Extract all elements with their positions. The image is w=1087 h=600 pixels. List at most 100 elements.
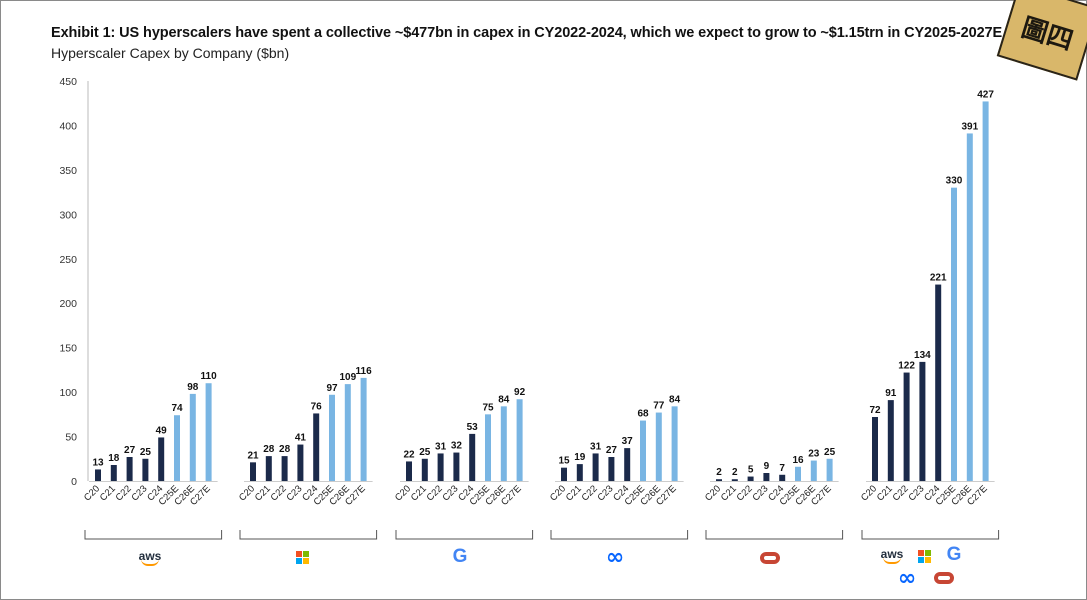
bar	[126, 457, 133, 481]
bar	[329, 394, 335, 481]
bar	[297, 444, 304, 481]
data-label: 25	[140, 447, 152, 458]
bar	[437, 453, 444, 481]
bar	[516, 399, 523, 481]
data-label: 7	[779, 463, 785, 474]
combined-google-icon: G	[946, 544, 962, 565]
bar	[655, 412, 662, 481]
data-label: 91	[885, 388, 897, 399]
bar	[576, 464, 583, 481]
combined-microsoft-icon	[917, 549, 931, 563]
bar	[608, 457, 615, 481]
bar	[624, 448, 631, 481]
group-bracket	[239, 530, 378, 540]
bar	[731, 479, 738, 481]
bar	[142, 458, 149, 481]
google-logo: G	[448, 545, 472, 569]
data-label: 427	[977, 89, 994, 100]
bar	[935, 284, 942, 481]
bar	[982, 101, 989, 481]
data-label: 18	[108, 453, 120, 464]
bar	[406, 461, 412, 481]
bar	[250, 462, 256, 481]
combined-google-logo: G	[942, 543, 966, 567]
y-tick-label: 250	[59, 254, 77, 266]
bar	[887, 400, 894, 481]
data-label: 77	[653, 401, 665, 412]
meta-logo: ∞	[598, 543, 630, 571]
data-label: 98	[187, 382, 199, 393]
bar	[453, 452, 460, 481]
group-bracket	[550, 530, 689, 540]
bar	[174, 415, 180, 481]
bar	[189, 393, 196, 481]
oracle-logo	[758, 550, 782, 566]
y-axis: 0 50 100 150 200 250 300 350 400 450	[59, 76, 89, 488]
data-label: 27	[606, 445, 618, 456]
data-label: 31	[435, 441, 447, 452]
bar	[763, 473, 770, 481]
aws-smile-icon	[141, 559, 159, 566]
y-tick-label: 400	[59, 120, 77, 132]
data-label: 74	[171, 403, 183, 414]
bars	[95, 101, 989, 481]
data-label: 13	[92, 457, 104, 468]
combined-oracle-icon	[934, 572, 954, 584]
data-label: 31	[590, 441, 602, 452]
bar	[747, 476, 754, 481]
data-label: 97	[326, 383, 338, 394]
y-tick-label: 150	[59, 343, 77, 355]
data-label: 84	[669, 394, 681, 405]
bar	[826, 458, 833, 481]
bar	[951, 187, 957, 481]
y-tick-label: 300	[59, 209, 77, 221]
bar	[592, 453, 599, 481]
bar	[469, 433, 476, 481]
oracle-icon	[760, 552, 780, 564]
data-label: 2	[732, 467, 738, 478]
data-label: 110	[201, 371, 218, 382]
y-tick-label: 200	[59, 298, 77, 310]
data-label: 134	[914, 350, 931, 361]
combined-meta-icon: ∞	[897, 565, 916, 591]
microsoft-icon	[295, 550, 309, 564]
bar	[872, 417, 878, 481]
meta-icon: ∞	[605, 544, 624, 570]
y-tick-label: 100	[59, 387, 77, 399]
bar	[158, 437, 165, 481]
y-tick-label: 0	[71, 476, 77, 488]
data-label: 2	[716, 467, 722, 478]
data-label: 53	[467, 422, 479, 433]
bar	[265, 456, 272, 481]
group-bracket	[395, 530, 534, 540]
data-label: 25	[824, 447, 836, 458]
bar	[795, 466, 801, 481]
data-label: 109	[339, 372, 356, 383]
bar	[561, 467, 567, 481]
bar	[205, 383, 212, 481]
combined-meta-logo: ∞	[890, 565, 922, 591]
data-label: 75	[482, 402, 494, 413]
data-label: 16	[792, 455, 804, 466]
data-label: 25	[419, 447, 431, 458]
data-label: 72	[869, 405, 881, 416]
y-tick-label: 50	[65, 432, 77, 444]
data-label: 68	[637, 409, 649, 420]
bar	[640, 420, 646, 481]
bar	[903, 372, 910, 481]
data-label: 27	[124, 445, 136, 456]
data-label: 21	[247, 450, 259, 461]
bar	[919, 361, 926, 481]
combined-oracle-logo	[932, 570, 956, 586]
data-label: 15	[558, 456, 570, 467]
data-label: 5	[748, 465, 754, 476]
data-label: 32	[451, 441, 463, 452]
data-label: 41	[295, 433, 307, 444]
bar	[779, 474, 786, 481]
bar	[966, 133, 973, 481]
bar	[95, 469, 101, 481]
group-bracket	[861, 530, 1000, 540]
